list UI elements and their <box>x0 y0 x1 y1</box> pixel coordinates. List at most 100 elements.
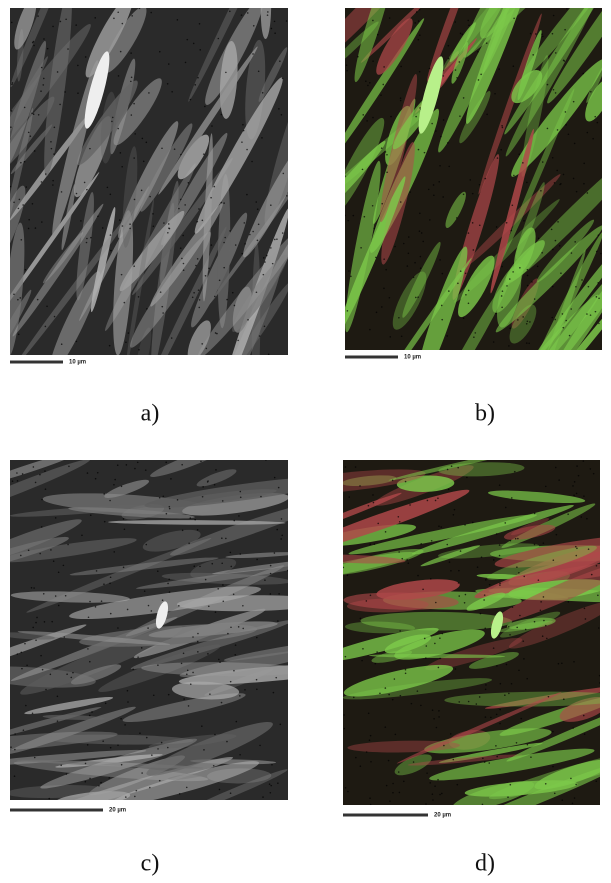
speckle <box>214 296 216 298</box>
speckle <box>109 500 111 502</box>
speckle <box>448 166 450 168</box>
speckle <box>547 84 549 86</box>
speckle <box>442 273 444 275</box>
speckle <box>565 320 567 322</box>
speckle <box>234 654 236 656</box>
speckle <box>17 299 19 301</box>
speckle <box>419 230 421 232</box>
speckle <box>458 701 460 703</box>
speckle <box>460 550 462 552</box>
speckle <box>281 518 283 520</box>
speckle <box>400 201 402 203</box>
speckle <box>448 489 450 491</box>
speckle <box>125 796 127 798</box>
speckle <box>152 213 154 215</box>
speckle <box>420 267 422 269</box>
speckle <box>239 695 241 697</box>
speckle <box>344 175 346 177</box>
speckle <box>355 466 357 468</box>
speckle <box>576 465 578 467</box>
speckle <box>225 72 227 74</box>
speckle <box>235 644 237 646</box>
speckle <box>270 792 272 794</box>
speckle <box>130 52 132 54</box>
speckle <box>504 694 506 696</box>
speckle <box>458 595 460 597</box>
speckle <box>583 163 585 165</box>
speckle <box>48 798 50 800</box>
speckle <box>124 302 126 304</box>
speckle <box>199 23 201 25</box>
speckle <box>97 215 99 217</box>
speckle <box>148 605 150 607</box>
speckle <box>484 761 486 763</box>
scale-bar <box>345 356 398 359</box>
speckle <box>31 587 33 589</box>
speckle <box>150 12 152 14</box>
micrograph <box>266 445 611 840</box>
speckle <box>598 234 600 236</box>
speckle <box>496 714 498 716</box>
speckle <box>542 161 544 163</box>
speckle <box>526 323 528 325</box>
speckle <box>385 687 387 689</box>
speckle <box>435 500 437 502</box>
speckle <box>197 633 199 635</box>
speckle <box>428 189 430 191</box>
speckle <box>422 241 424 243</box>
speckle <box>540 609 542 611</box>
speckle <box>344 215 346 217</box>
speckle <box>419 107 421 109</box>
speckle <box>573 178 575 180</box>
speckle <box>129 223 131 225</box>
speckle <box>138 296 140 298</box>
speckle <box>398 771 400 773</box>
speckle <box>86 242 88 244</box>
speckle <box>276 238 278 240</box>
speckle <box>108 777 110 779</box>
speckle <box>515 538 517 540</box>
speckle <box>33 113 35 115</box>
speckle <box>442 75 444 77</box>
speckle <box>367 85 369 87</box>
speckle <box>70 677 72 679</box>
speckle <box>462 34 464 36</box>
speckle <box>223 202 225 204</box>
speckle <box>425 803 427 805</box>
speckle <box>405 669 407 671</box>
speckle <box>464 602 466 604</box>
speckle <box>252 231 254 233</box>
speckle <box>201 343 203 345</box>
speckle <box>31 112 33 114</box>
speckle <box>215 469 217 471</box>
speckle <box>431 540 433 542</box>
speckle <box>118 75 120 77</box>
speckle <box>181 258 183 260</box>
speckle <box>270 565 272 567</box>
panel-label: a) <box>141 401 160 427</box>
speckle <box>32 203 34 205</box>
speckle <box>499 484 501 486</box>
speckle <box>120 51 122 53</box>
speckle <box>236 721 238 723</box>
speckle <box>373 502 375 504</box>
speckle <box>374 543 376 545</box>
speckle <box>457 283 459 285</box>
speckle <box>263 257 265 259</box>
speckle <box>451 465 453 467</box>
speckle <box>160 291 162 293</box>
speckle <box>495 313 497 315</box>
speckle <box>66 673 68 675</box>
speckle <box>400 100 402 102</box>
speckle <box>89 715 91 717</box>
speckle <box>415 116 417 118</box>
speckle <box>473 336 475 338</box>
speckle <box>110 613 112 615</box>
speckle <box>494 93 496 95</box>
speckle <box>18 334 20 336</box>
speckle <box>453 514 455 516</box>
speckle <box>535 33 537 35</box>
speckle <box>362 169 364 171</box>
speckle <box>510 540 512 542</box>
speckle <box>586 313 588 315</box>
